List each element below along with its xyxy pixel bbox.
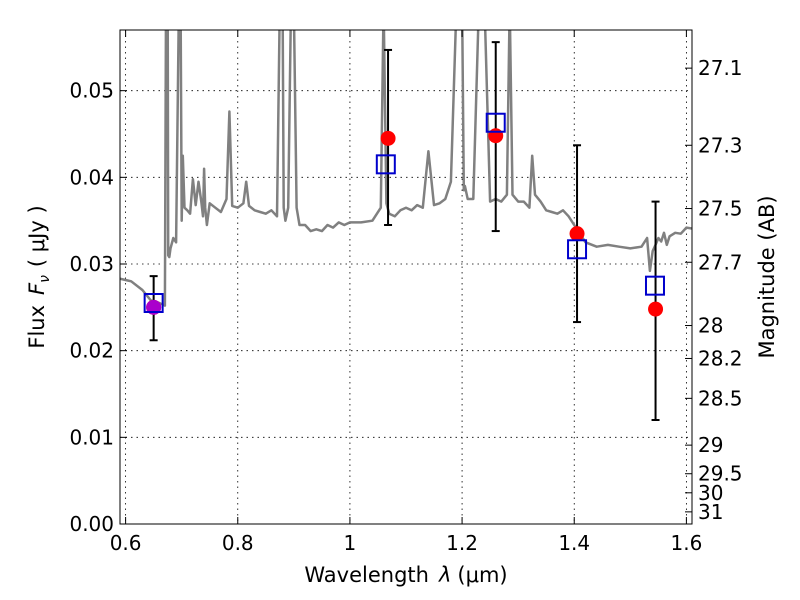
- markers: [143, 112, 665, 317]
- x-axis-label-text: Wavelength: [304, 563, 429, 587]
- y-tick-label: 0.03: [69, 252, 114, 276]
- plot-frame: [119, 29, 693, 525]
- y2-tick-label: 27.3: [698, 133, 743, 157]
- y2-tick-label: 28.5: [698, 386, 743, 410]
- x-axis-label: Wavelength λ (μm): [304, 563, 507, 587]
- grid: [120, 30, 692, 524]
- y-tick-label: 0.01: [69, 425, 114, 449]
- sed-model-line: [120, 30, 692, 307]
- x-tick-label: 1.2: [446, 531, 478, 555]
- y2-tick-label: 27.5: [698, 197, 743, 221]
- y2-tick-label: 30: [698, 481, 723, 505]
- y2-tick-label: 28: [698, 314, 723, 338]
- x-tick-label: 1: [344, 531, 357, 555]
- observed-point: [380, 130, 396, 146]
- observed-point: [569, 226, 585, 242]
- y2-tick-label: 29.5: [698, 462, 743, 486]
- model-point: [567, 239, 588, 260]
- x-tick-label: 1.4: [558, 531, 590, 555]
- x-tick-label: 1.6: [670, 531, 702, 555]
- observed-point: [488, 128, 504, 144]
- x-tick-label: 0.6: [110, 531, 142, 555]
- sed-model-layer: [120, 30, 692, 307]
- y-tick-label: 0.04: [69, 165, 114, 189]
- y2-axis-label: Magnitude (AB): [755, 195, 779, 358]
- y2-tick-label: 27.1: [698, 56, 743, 80]
- y-axis-label: FluxFν( μJy ): [25, 205, 53, 348]
- y-tick-label: 0.00: [69, 512, 114, 536]
- y-tick-label: 0.02: [69, 339, 114, 363]
- model-point: [143, 293, 164, 313]
- ticks: 0.6 0.8 1 1.2 1.4 1.6 0.00 0.01 0.02 0.03 0.04 0.05…: [69, 30, 743, 555]
- model-point: [375, 154, 396, 175]
- y2-tick-label: 29: [698, 433, 723, 457]
- y-tick-label: 0.05: [69, 79, 114, 103]
- observed-point: [648, 301, 664, 317]
- model-point: [644, 275, 665, 296]
- x-tick-label: 0.8: [222, 531, 254, 555]
- y2-tick-label: 31: [698, 500, 723, 524]
- model-point: [485, 112, 506, 133]
- y2-tick-label: 28.2: [698, 346, 743, 370]
- y2-tick-label: 27.7: [698, 250, 743, 274]
